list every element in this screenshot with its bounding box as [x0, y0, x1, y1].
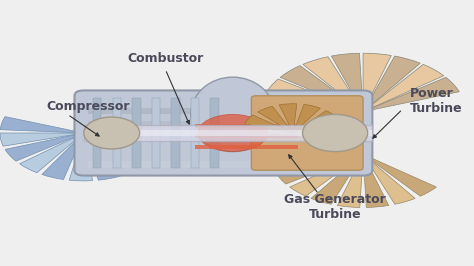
Wedge shape — [265, 79, 363, 112]
Bar — [89, 148, 358, 154]
Wedge shape — [5, 133, 84, 161]
Bar — [132, 98, 141, 168]
Wedge shape — [0, 117, 84, 133]
Text: Power
Turbine: Power Turbine — [410, 87, 462, 115]
Wedge shape — [84, 133, 167, 149]
Wedge shape — [84, 133, 144, 174]
Bar — [113, 98, 121, 168]
Bar — [195, 134, 298, 138]
Ellipse shape — [191, 77, 274, 152]
Bar — [191, 98, 199, 168]
Wedge shape — [363, 53, 391, 112]
FancyBboxPatch shape — [251, 96, 363, 170]
Wedge shape — [363, 77, 459, 112]
Wedge shape — [0, 133, 84, 146]
Text: Compressor: Compressor — [46, 100, 130, 113]
Wedge shape — [363, 56, 420, 112]
Text: Gas Generator
Turbine: Gas Generator Turbine — [284, 193, 386, 222]
Wedge shape — [363, 64, 444, 112]
Bar — [152, 98, 160, 168]
Wedge shape — [331, 53, 363, 112]
Bar — [93, 98, 101, 168]
Bar — [195, 124, 298, 128]
Circle shape — [302, 114, 368, 152]
Wedge shape — [84, 133, 120, 180]
Wedge shape — [42, 133, 84, 180]
Bar — [89, 121, 358, 128]
Wedge shape — [303, 57, 363, 112]
Bar — [89, 134, 358, 141]
Wedge shape — [290, 154, 363, 196]
Wedge shape — [279, 104, 297, 133]
Wedge shape — [337, 154, 363, 207]
Wedge shape — [293, 111, 337, 133]
Wedge shape — [19, 133, 84, 173]
Wedge shape — [280, 66, 363, 112]
Bar — [84, 125, 373, 141]
Wedge shape — [363, 154, 389, 207]
Text: Combustor: Combustor — [127, 52, 203, 65]
Wedge shape — [293, 104, 320, 133]
Wedge shape — [311, 154, 363, 204]
Circle shape — [84, 117, 140, 149]
Wedge shape — [363, 154, 437, 196]
Wedge shape — [69, 133, 92, 181]
Wedge shape — [258, 106, 293, 133]
Ellipse shape — [198, 114, 268, 152]
Bar — [89, 108, 358, 114]
Wedge shape — [275, 154, 363, 184]
Wedge shape — [84, 133, 160, 164]
Bar — [89, 161, 358, 168]
Bar — [210, 98, 219, 168]
Bar — [84, 130, 373, 136]
FancyBboxPatch shape — [74, 90, 373, 176]
Wedge shape — [245, 115, 293, 133]
Bar — [171, 98, 180, 168]
Wedge shape — [363, 154, 415, 204]
Bar — [195, 145, 298, 149]
